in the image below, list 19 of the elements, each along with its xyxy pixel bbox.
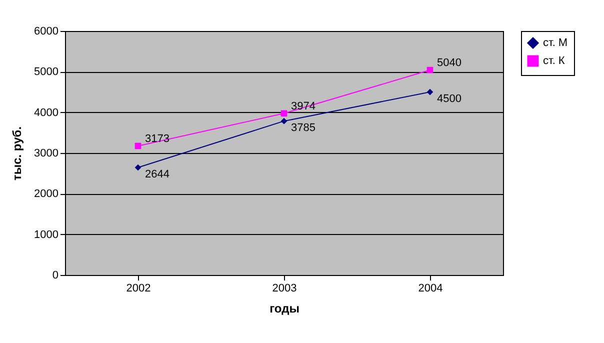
data-label: 3173 bbox=[145, 132, 170, 145]
x-axis-title: годы bbox=[270, 302, 300, 316]
y-tick-label: 2000 bbox=[34, 188, 58, 200]
y-tick-label: 1000 bbox=[34, 228, 58, 241]
data-label: 2644 bbox=[145, 168, 170, 180]
y-axis-title: тыс. руб. bbox=[10, 126, 24, 181]
x-tick-label: 2004 bbox=[418, 282, 443, 294]
y-tick-label: 3000 bbox=[34, 148, 58, 160]
y-tick-label: 5000 bbox=[34, 66, 58, 78]
y-tick-label: 4000 bbox=[34, 106, 58, 119]
legend-label: ст. К bbox=[543, 55, 566, 67]
x-tick-label: 2002 bbox=[126, 282, 151, 294]
data-label: 5040 bbox=[437, 57, 462, 70]
y-tick-label: 0 bbox=[52, 270, 58, 282]
y-tick-label: 6000 bbox=[34, 26, 58, 38]
data-label: 3785 bbox=[291, 122, 316, 134]
x-tick-label: 2003 bbox=[272, 282, 297, 294]
data-label: 4500 bbox=[437, 93, 462, 105]
legend-label: ст. М bbox=[543, 37, 568, 49]
